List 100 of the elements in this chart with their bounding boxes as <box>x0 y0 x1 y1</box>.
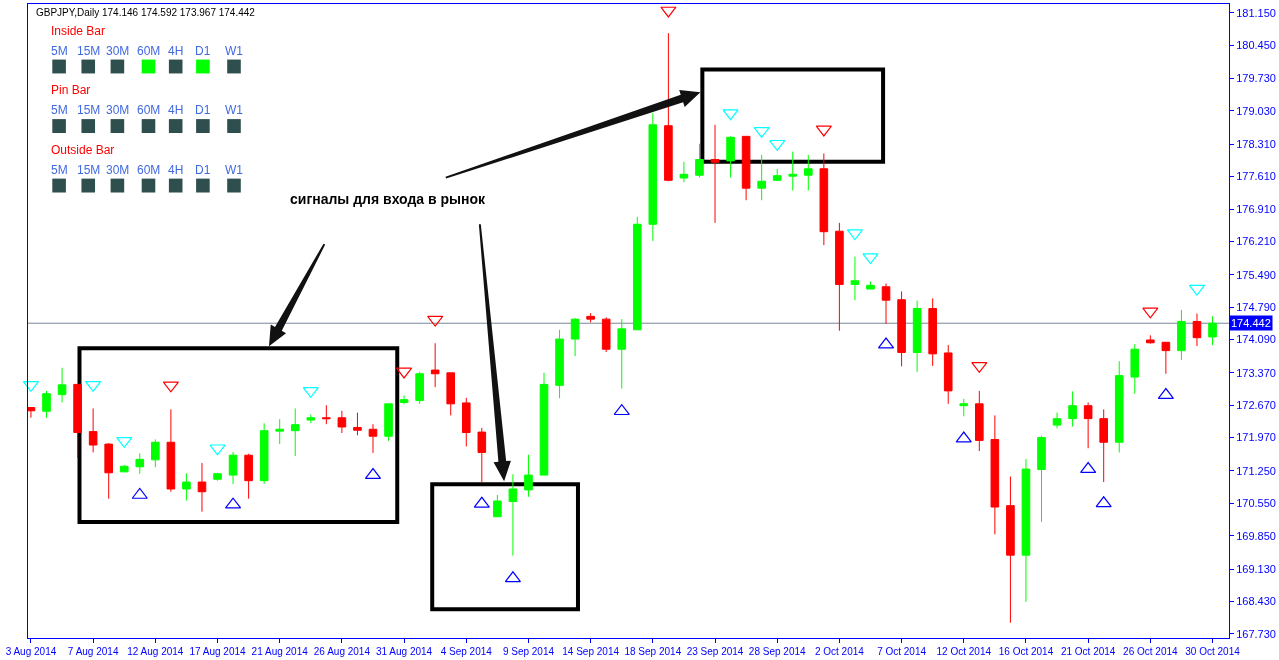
candlestick <box>73 383 82 459</box>
point <box>862 253 879 265</box>
annotation: 60M <box>137 163 161 177</box>
candlestick <box>461 397 471 447</box>
x-tick-label: 21 Oct 2014 <box>1060 646 1116 657</box>
candlestick <box>508 473 518 557</box>
candlestick <box>632 216 642 331</box>
annotation: Outside Bar <box>51 143 115 157</box>
y-tick-label: 178.310 <box>1236 138 1276 151</box>
candlestick <box>601 316 611 353</box>
x-tick-label: 23 Sep 2014 <box>686 646 744 657</box>
candlestick <box>57 367 67 403</box>
ref-line-label: 174.442 <box>1231 317 1271 329</box>
candlestick <box>135 452 145 475</box>
candlestick <box>322 404 331 425</box>
annotation: 30M <box>106 44 130 58</box>
candlestick <box>866 281 875 290</box>
annotation: W1 <box>225 163 244 177</box>
candlestick <box>912 300 922 373</box>
y-tick-label: 169.130 <box>1236 562 1276 575</box>
candlestick <box>306 413 316 424</box>
candlestick <box>586 312 595 323</box>
x-tick-label: 12 Oct 2014 <box>936 646 992 657</box>
candlestick <box>275 418 285 445</box>
annotation: 15M <box>77 163 101 177</box>
candlestick <box>897 290 906 367</box>
annotation: 30M <box>106 103 130 117</box>
candlestick <box>1006 475 1015 624</box>
point <box>660 6 677 18</box>
candlestick <box>42 390 51 419</box>
candlestick <box>664 32 673 182</box>
y-tick-label: 168.430 <box>1236 595 1276 608</box>
candlestick <box>741 135 751 201</box>
candlestick <box>1146 334 1155 345</box>
y-tick-label: 180.450 <box>1236 39 1276 52</box>
annotation: 15M <box>77 44 101 58</box>
point <box>1095 496 1112 508</box>
x-tick-label: 12 Aug 2014 <box>127 646 184 657</box>
candlestick <box>228 451 238 485</box>
y-tick-label: 176.910 <box>1236 202 1276 215</box>
point <box>1142 307 1159 319</box>
annotation: 4H <box>168 103 184 117</box>
candlestick <box>803 154 813 191</box>
y-tick-label: 169.850 <box>1236 529 1276 542</box>
candlestick <box>679 161 689 183</box>
point <box>753 126 770 138</box>
candlestick <box>835 222 844 332</box>
candlestick <box>943 344 953 405</box>
candlestick <box>850 256 860 301</box>
annotation: Pin Bar <box>51 83 91 97</box>
candlestick <box>290 407 300 457</box>
annotation: 15M <box>77 103 101 117</box>
annotation: 60M <box>137 44 161 58</box>
candlestick <box>477 427 487 484</box>
candlestick <box>695 143 704 179</box>
candlestick <box>975 390 984 452</box>
annotation: 30M <box>106 163 130 177</box>
chart-title: GBPJPY,Daily 174.146 174.592 173.967 174.442 <box>36 7 256 18</box>
candlestick <box>166 408 176 493</box>
candlestick <box>788 151 798 191</box>
candlestick <box>959 398 969 417</box>
candlestick <box>757 154 766 201</box>
x-tick-label: 21 Aug 2014 <box>251 646 309 657</box>
candlestick <box>384 403 393 442</box>
candlestick <box>819 152 829 246</box>
candlestick <box>259 422 269 485</box>
x-tick-label: 14 Sep 2014 <box>562 646 620 657</box>
y-tick-label: 172.670 <box>1236 399 1276 412</box>
candlestick <box>88 407 98 453</box>
x-tick-label: 3 Aug 2014 <box>5 646 57 657</box>
point <box>427 315 444 327</box>
candlestick <box>617 318 627 390</box>
candlestick <box>244 453 253 500</box>
annotation: D1 <box>195 103 211 117</box>
candlestick <box>1099 408 1108 483</box>
x-tick-label: 26 Oct 2014 <box>1123 646 1179 657</box>
y-tick-label: 167.730 <box>1236 627 1276 640</box>
candlestick <box>1037 435 1046 523</box>
y-tick-label: 177.610 <box>1236 170 1276 183</box>
y-tick-label: 171.250 <box>1236 464 1276 477</box>
annotation: 60M <box>137 103 161 117</box>
candlestick <box>368 423 378 454</box>
annotation: 4H <box>168 163 184 177</box>
point <box>613 404 630 416</box>
x-tick-label: 17 Aug 2014 <box>189 646 247 657</box>
candlestick <box>197 462 207 513</box>
candlestick <box>990 414 1000 535</box>
x-tick-label: 28 Sep 2014 <box>748 646 807 657</box>
point <box>815 125 832 137</box>
y-tick-label: 174.790 <box>1236 300 1276 313</box>
candlestick <box>399 395 409 405</box>
x-tick-label: 31 Aug 2014 <box>375 646 433 657</box>
candlestick <box>1114 360 1124 453</box>
candlestick <box>28 407 36 419</box>
x-tick-label: 9 Sep 2014 <box>502 646 555 657</box>
candlestick <box>1161 341 1171 375</box>
candlestick <box>1021 458 1031 603</box>
y-tick-label: 173.370 <box>1236 366 1276 379</box>
point <box>473 496 490 508</box>
y-tick-label: 170.550 <box>1236 497 1276 510</box>
